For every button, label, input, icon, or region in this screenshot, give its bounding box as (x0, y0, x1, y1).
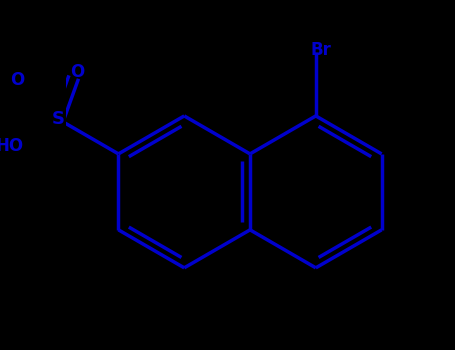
Text: Br: Br (310, 41, 331, 59)
Text: O: O (10, 71, 24, 90)
Text: O: O (70, 63, 84, 81)
Text: HO: HO (0, 137, 24, 155)
Text: S: S (52, 110, 65, 128)
